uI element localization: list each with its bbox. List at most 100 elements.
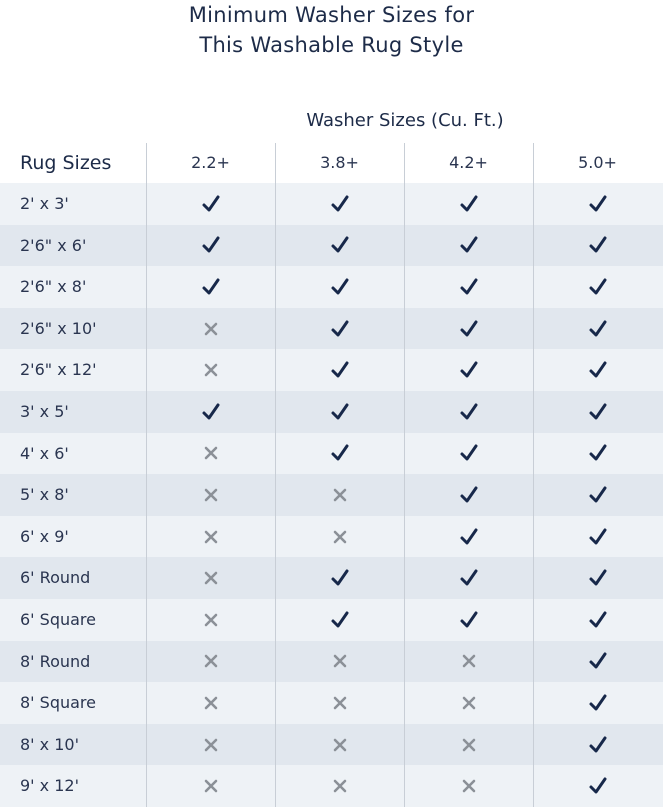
checkmark-icon — [404, 391, 533, 433]
rug-size-label: 5' x 8' — [20, 485, 69, 505]
table-row: 6' Square — [0, 599, 663, 641]
rug-size-label: 6' x 9' — [20, 526, 69, 546]
cross-icon — [146, 349, 275, 391]
checkmark-icon — [275, 599, 404, 641]
rug-size-label: 2' x 3' — [20, 194, 69, 213]
table-row: 8' x 10' — [0, 723, 663, 766]
cross-icon — [275, 516, 404, 558]
checkmark-icon — [404, 225, 533, 267]
title-line-2: This Washable Rug Style — [199, 33, 464, 57]
rug-size-label: 8' Round — [20, 651, 91, 671]
cross-icon — [275, 474, 404, 516]
table-row: 2'6" x 12' — [0, 349, 663, 391]
table-row: 2'6" x 8' — [0, 266, 663, 308]
rug-size-label: 6' Round — [20, 568, 91, 588]
checkmark-icon — [533, 765, 662, 807]
cross-icon — [275, 765, 404, 807]
checkmark-icon — [533, 266, 662, 308]
table-row: 6' x 9' — [0, 515, 663, 558]
rug-size-label: 2'6" x 12' — [20, 360, 97, 380]
table-row: 2' x 3' — [0, 183, 663, 225]
checkmark-icon — [275, 433, 404, 475]
checkmark-icon — [533, 474, 662, 516]
column-divider — [404, 143, 405, 807]
cross-icon — [146, 516, 275, 558]
checkmark-icon — [404, 557, 533, 599]
checkmark-icon — [533, 308, 662, 350]
rug-size-label: 2'6" x 10' — [20, 318, 97, 338]
rug-size-label: 6' Square — [20, 610, 96, 629]
checkmark-icon — [533, 225, 662, 267]
checkmark-icon — [146, 266, 275, 308]
rug-size-label: 8' Square — [20, 693, 96, 713]
column-header: 3.8+ — [320, 153, 359, 172]
table-row: 5' x 8' — [0, 474, 663, 516]
table-row: 8' Square — [0, 682, 663, 724]
checkmark-icon — [533, 183, 662, 225]
cross-icon — [146, 557, 275, 599]
rug-size-label: 8' x 10' — [20, 734, 79, 754]
checkmark-icon — [275, 266, 404, 308]
checkmark-icon — [275, 183, 404, 225]
rug-sizes-header: Rug Sizes — [20, 152, 112, 174]
checkmark-icon — [146, 183, 275, 225]
checkmark-icon — [404, 349, 533, 391]
cross-icon — [146, 474, 275, 516]
chart-title: Minimum Washer Sizes for This Washable R… — [0, 0, 663, 60]
checkmark-icon — [275, 557, 404, 599]
rug-size-label: 9' x 12' — [20, 776, 79, 796]
table-row: 3' x 5' — [0, 391, 663, 433]
rug-size-label: 2'6" x 6' — [20, 235, 87, 255]
checkmark-icon — [404, 474, 533, 516]
checkmark-icon — [533, 724, 662, 766]
checkmark-icon — [275, 391, 404, 433]
cross-icon — [146, 433, 275, 475]
rug-size-label: 4' x 6' — [20, 443, 69, 463]
cross-icon — [146, 599, 275, 641]
checkmark-icon — [533, 349, 662, 391]
cross-icon — [404, 641, 533, 683]
table-row: 8' Round — [0, 640, 663, 683]
checkmark-icon — [275, 308, 404, 350]
cross-icon — [404, 724, 533, 766]
checkmark-icon — [533, 599, 662, 641]
washer-sizes-group-header: Washer Sizes (Cu. Ft.) — [306, 110, 504, 131]
checkmark-icon — [404, 599, 533, 641]
checkmark-icon — [533, 641, 662, 683]
checkmark-icon — [275, 349, 404, 391]
checkmark-icon — [275, 225, 404, 267]
cross-icon — [275, 724, 404, 766]
cross-icon — [404, 682, 533, 724]
checkmark-icon — [404, 183, 533, 225]
table-row: 2'6" x 6' — [0, 224, 663, 267]
cross-icon — [404, 765, 533, 807]
cross-icon — [275, 682, 404, 724]
checkmark-icon — [404, 266, 533, 308]
checkmark-icon — [404, 516, 533, 558]
table-row: 6' Round — [0, 557, 663, 599]
column-header: 4.2+ — [449, 153, 488, 172]
column-divider — [275, 143, 276, 807]
checkmark-icon — [146, 225, 275, 267]
table-row: 4' x 6' — [0, 432, 663, 475]
table-row: 9' x 12' — [0, 765, 663, 807]
checkmark-icon — [533, 433, 662, 475]
checkmark-icon — [146, 391, 275, 433]
cross-icon — [146, 765, 275, 807]
rug-size-label: 3' x 5' — [20, 402, 69, 421]
title-line-1: Minimum Washer Sizes for — [188, 3, 475, 27]
column-divider — [533, 143, 534, 807]
cross-icon — [146, 682, 275, 724]
cross-icon — [146, 724, 275, 766]
checkmark-icon — [404, 433, 533, 475]
checkmark-icon — [533, 391, 662, 433]
checkmark-icon — [533, 682, 662, 724]
checkmark-icon — [533, 557, 662, 599]
cross-icon — [146, 308, 275, 350]
rug-size-label: 2'6" x 8' — [20, 277, 87, 297]
checkmark-icon — [533, 516, 662, 558]
checkmark-icon — [404, 308, 533, 350]
column-divider — [146, 143, 147, 807]
cross-icon — [275, 641, 404, 683]
column-header: 5.0+ — [578, 153, 617, 172]
